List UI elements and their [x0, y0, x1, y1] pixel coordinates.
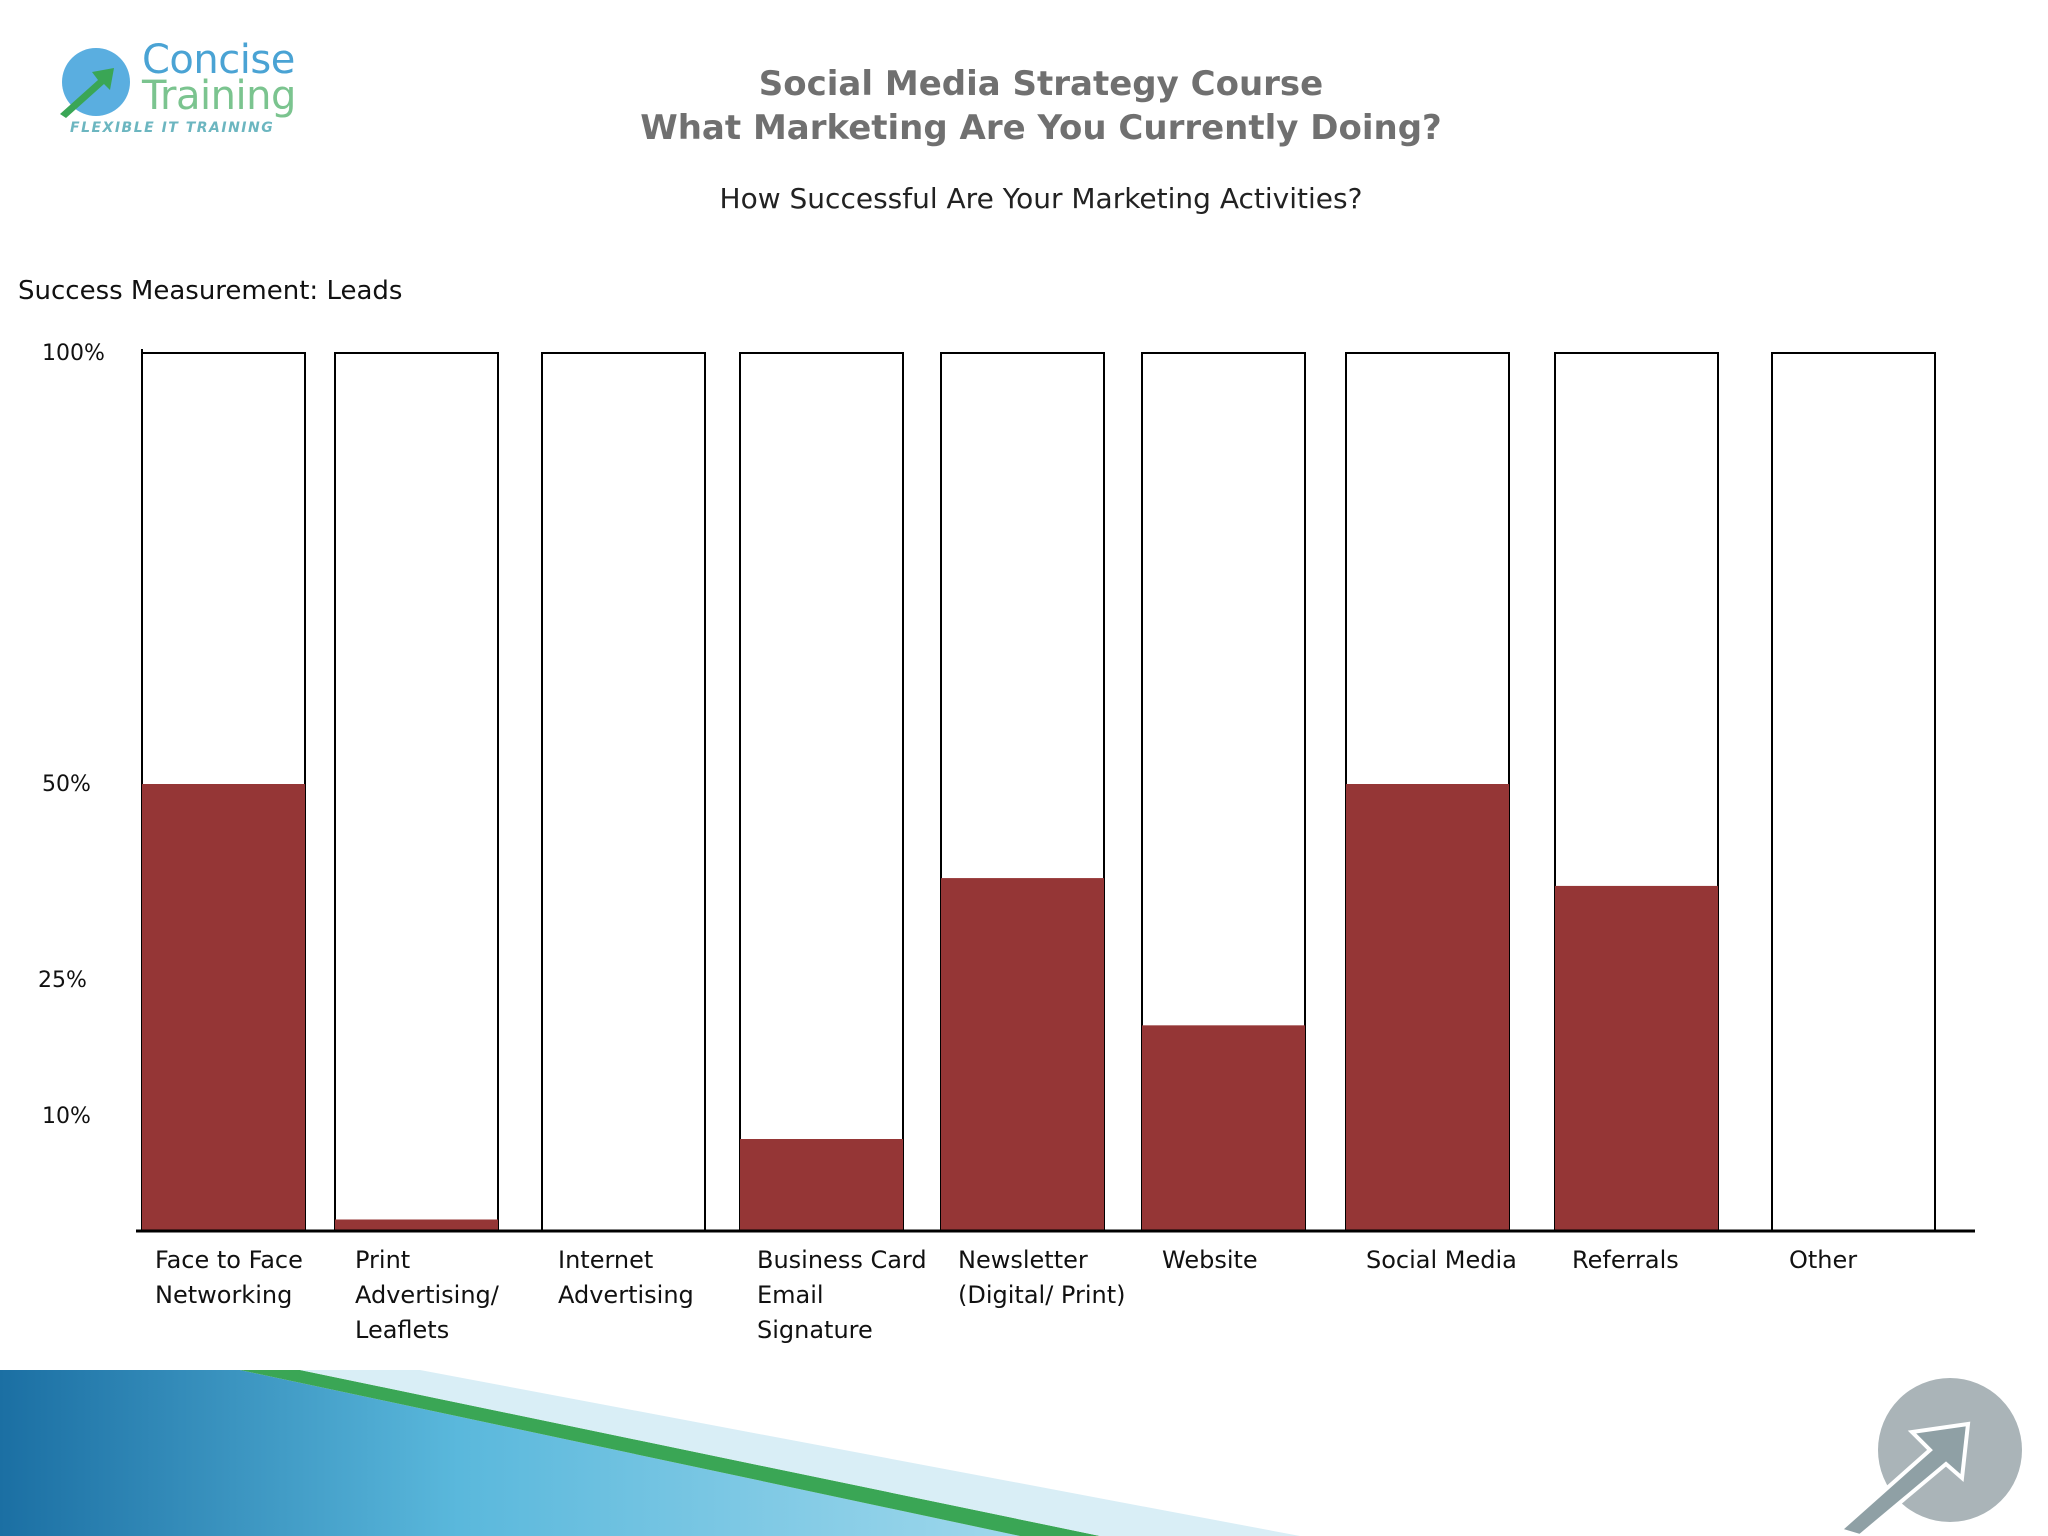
x-category-label: Internet Advertising	[558, 1246, 694, 1309]
x-category-label: Newsletter (Digital/ Print)	[958, 1246, 1126, 1309]
chart-question: How Successful Are Your Marketing Activi…	[719, 182, 1363, 215]
y-tick-label: 100%	[42, 341, 105, 366]
footer-decoration	[0, 1370, 2022, 1536]
page-title-line1: Social Media Strategy Course	[758, 64, 1324, 104]
y-tick-label: 25%	[38, 968, 87, 993]
bar-frame-8	[1771, 352, 1936, 1232]
bar-frame-1	[334, 352, 499, 1232]
x-category-label: Face to Face Networking	[155, 1246, 303, 1309]
concise-training-logo: Concise Training FLEXIBLE IT TRAINING	[52, 36, 332, 146]
x-category-label: Other	[1789, 1246, 1858, 1274]
bar-6	[1346, 784, 1509, 1231]
bar-4	[941, 878, 1104, 1231]
x-category-label: Print Advertising/ Leaflets	[355, 1246, 499, 1344]
bar-3	[740, 1139, 903, 1231]
logo-line2: Training	[142, 73, 296, 119]
page-title-line2: What Marketing Are You Currently Doing?	[640, 108, 1442, 148]
bar-7	[1555, 885, 1718, 1231]
x-category-label: Social Media	[1366, 1246, 1517, 1274]
bar-frame-2	[541, 352, 706, 1232]
logo-line1: Concise	[142, 37, 295, 83]
x-category-label: Website	[1162, 1246, 1258, 1274]
x-category-label: Referrals	[1572, 1246, 1679, 1274]
y-tick-label: 50%	[42, 772, 91, 797]
bar-1	[335, 1219, 498, 1231]
footer-logo-icon	[1835, 1378, 2022, 1536]
x-category-label: Business Card Email Signature	[757, 1246, 927, 1344]
bar-frame-3	[739, 352, 904, 1232]
y-tick-label: 10%	[42, 1104, 91, 1129]
bar-5	[1142, 1025, 1305, 1231]
logo-tagline: FLEXIBLE IT TRAINING	[70, 120, 275, 136]
bar-chart	[136, 349, 1975, 1233]
measurement-label: Success Measurement: Leads	[18, 276, 403, 306]
logo-arrow-icon	[60, 48, 130, 118]
bar-0	[142, 784, 305, 1231]
